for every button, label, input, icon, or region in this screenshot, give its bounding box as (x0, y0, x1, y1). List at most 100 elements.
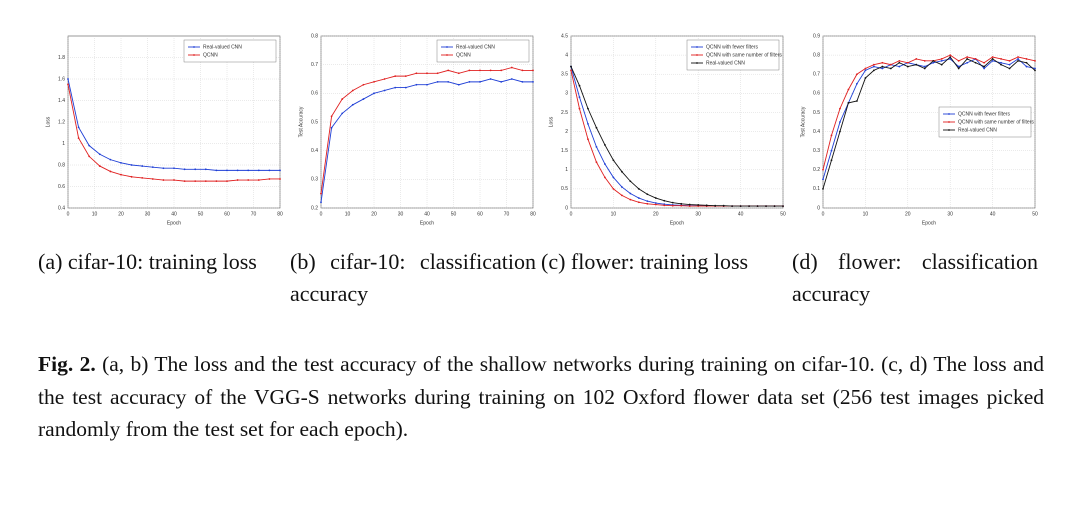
marker (1017, 59, 1019, 62)
legend-label: QCNN (203, 52, 218, 58)
marker (236, 169, 239, 172)
chart-panel: 0.4 0.6 0.8 1 1.2 1.4 1.6 1.8 0 10 20 30 40 50 60 70 80 E… (40, 28, 290, 233)
legend-label: QCNN with same number of filters (958, 119, 1034, 125)
marker (194, 180, 197, 183)
marker (629, 192, 632, 195)
marker (923, 65, 926, 68)
y-tick-label: 4 (565, 52, 568, 58)
marker (173, 167, 175, 170)
x-axis-label: Epoch (420, 220, 434, 226)
marker (98, 153, 101, 156)
marker (765, 205, 767, 207)
y-tick-label: 0.6 (58, 184, 65, 190)
marker (748, 205, 750, 207)
x-tick-label: 60 (477, 211, 483, 217)
marker (215, 169, 218, 172)
marker (991, 56, 994, 58)
marker (510, 66, 513, 69)
subcaption: (a) cifar-10: training loss (38, 249, 257, 274)
y-tick-label: 0.8 (813, 52, 820, 58)
x-tick-label: 60 (224, 211, 230, 217)
marker (162, 179, 165, 181)
marker (67, 83, 69, 86)
marker (88, 155, 91, 158)
marker (570, 65, 572, 68)
y-axis-label: Loss (45, 116, 51, 127)
legend-label: Real-valued CNN (456, 44, 495, 50)
y-tick-label: 0.7 (813, 72, 820, 78)
legend-label: QCNN with fewer filters (958, 111, 1010, 117)
x-tick-label: 10 (345, 211, 351, 217)
marker (595, 145, 598, 148)
marker (426, 72, 428, 75)
marker (864, 77, 867, 79)
marker (578, 107, 581, 110)
marker (468, 69, 471, 72)
marker (932, 59, 935, 62)
marker (756, 205, 759, 207)
x-tick-label: 0 (67, 211, 70, 217)
marker (436, 72, 439, 75)
x-tick-label: 30 (695, 211, 701, 217)
marker (268, 169, 271, 172)
marker (966, 56, 969, 58)
marker (830, 149, 833, 152)
marker (595, 126, 598, 129)
marker (629, 180, 632, 183)
marker (173, 179, 175, 181)
marker (983, 65, 986, 68)
marker (966, 58, 969, 60)
marker (183, 168, 186, 171)
marker (215, 180, 218, 183)
marker (847, 88, 850, 91)
marker (898, 61, 901, 64)
marker (663, 204, 666, 207)
marker (782, 205, 784, 207)
marker (654, 197, 657, 199)
marker (966, 61, 969, 64)
marker (847, 101, 850, 104)
marker (521, 69, 524, 72)
marker (162, 167, 165, 170)
x-tick-label: 80 (277, 211, 283, 217)
y-tick-label: 0.6 (813, 91, 820, 97)
marker (654, 202, 657, 204)
x-tick-label: 30 (145, 211, 151, 217)
marker (489, 69, 492, 72)
y-tick-label: 0 (817, 205, 820, 211)
marker (688, 205, 691, 207)
marker (532, 80, 534, 83)
marker (587, 123, 589, 125)
chart: 0.4 0.6 0.8 1 1.2 1.4 1.6 1.8 0 10 20 30 40 50 60 70 80 E… (45, 35, 283, 226)
marker (341, 98, 344, 100)
marker (1025, 58, 1028, 60)
series-line (822, 56, 1036, 190)
marker (991, 58, 994, 60)
marker (436, 80, 439, 83)
marker (1000, 58, 1002, 60)
legend: Real-valued CNN QCNN (436, 39, 530, 63)
y-tick-label: 2.5 (561, 110, 568, 116)
x-tick-label: 80 (530, 211, 536, 217)
marker (587, 107, 589, 110)
y-tick-label: 1 (565, 167, 568, 173)
marker (983, 67, 986, 70)
marker (404, 75, 407, 78)
marker (983, 61, 986, 64)
marker (773, 205, 776, 207)
y-tick-label: 3 (565, 91, 568, 97)
x-tick-label: 70 (251, 211, 257, 217)
marker (578, 96, 581, 99)
y-tick-label: 0.8 (311, 33, 318, 39)
legend-swatch-marker (948, 113, 950, 115)
marker (268, 178, 271, 180)
chart: 0.2 0.3 0.4 0.5 0.6 0.7 0.8 0 10 20 30 40 50 60 70 80 Ep… (298, 33, 536, 226)
marker (489, 78, 492, 80)
y-tick-label: 0.2 (813, 167, 820, 173)
marker (320, 201, 322, 204)
marker (940, 59, 943, 62)
marker (570, 69, 572, 72)
legend: QCNN with fewer filters QCNN with same nu… (938, 106, 1034, 138)
marker (889, 67, 892, 70)
marker (872, 63, 875, 66)
